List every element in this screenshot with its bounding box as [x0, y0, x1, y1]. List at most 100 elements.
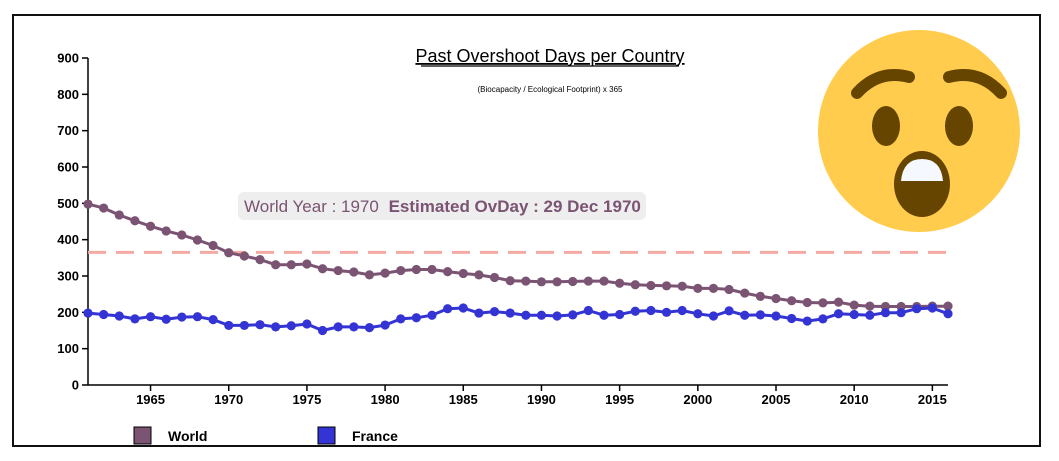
data-point-world[interactable] [411, 264, 421, 275]
data-point-france[interactable] [615, 309, 625, 320]
data-point-france[interactable] [536, 310, 547, 320]
data-point-france[interactable] [99, 309, 109, 320]
data-point-france[interactable] [583, 305, 593, 316]
data-point-world[interactable] [740, 288, 750, 298]
data-point-france[interactable] [380, 320, 390, 330]
data-point-france[interactable] [489, 307, 500, 317]
data-point-world[interactable] [833, 297, 844, 307]
data-point-world[interactable] [865, 301, 875, 311]
data-point-france[interactable] [83, 308, 93, 318]
data-point-france[interactable] [740, 310, 750, 320]
data-point-world[interactable] [114, 210, 124, 220]
data-point-france[interactable] [755, 310, 765, 320]
data-point-france[interactable] [271, 322, 281, 332]
data-point-france[interactable] [693, 309, 703, 319]
data-point-france[interactable] [411, 313, 421, 323]
data-point-france[interactable] [865, 310, 875, 320]
data-point-france[interactable] [192, 312, 203, 322]
data-point-france[interactable] [896, 308, 906, 318]
data-point-world[interactable] [615, 278, 625, 288]
data-point-france[interactable] [177, 312, 187, 322]
data-point-france[interactable] [943, 309, 953, 319]
data-point-france[interactable] [677, 305, 687, 316]
legend-item-world[interactable]: World [133, 426, 207, 445]
data-point-france[interactable] [130, 314, 140, 324]
data-point-world[interactable] [130, 216, 140, 226]
data-point-world[interactable] [349, 267, 359, 277]
data-point-france[interactable] [505, 308, 515, 318]
data-point-france[interactable] [396, 314, 406, 324]
data-point-world[interactable] [443, 267, 453, 277]
data-point-world[interactable] [818, 298, 828, 308]
data-point-france[interactable] [208, 315, 218, 325]
data-point-france[interactable] [255, 320, 265, 330]
data-point-world[interactable] [521, 276, 531, 286]
data-point-france[interactable] [599, 310, 609, 320]
data-point-world[interactable] [380, 268, 390, 278]
data-point-world[interactable] [489, 272, 500, 283]
data-point-world[interactable] [83, 199, 93, 209]
data-point-world[interactable] [333, 265, 343, 276]
data-point-world[interactable] [536, 277, 547, 287]
data-point-france[interactable] [646, 305, 656, 316]
data-point-world[interactable] [474, 270, 484, 280]
data-point-france[interactable] [317, 325, 328, 336]
annotation-label[interactable]: World Year : 1970 Estimated OvDay : 29 D… [238, 192, 646, 220]
data-point-world[interactable] [271, 260, 281, 270]
data-point-world[interactable] [364, 270, 375, 280]
data-point-world[interactable] [317, 264, 328, 274]
data-point-world[interactable] [599, 276, 609, 286]
data-point-france[interactable] [552, 311, 562, 321]
data-point-world[interactable] [177, 230, 187, 240]
data-point-france[interactable] [568, 310, 578, 320]
data-point-france[interactable] [427, 310, 437, 320]
data-point-france[interactable] [161, 314, 171, 324]
data-point-france[interactable] [833, 309, 844, 319]
data-point-world[interactable] [693, 283, 703, 293]
data-point-france[interactable] [880, 308, 891, 318]
data-point-world[interactable] [192, 235, 203, 245]
data-point-world[interactable] [239, 251, 249, 261]
data-point-france[interactable] [849, 309, 859, 320]
data-point-world[interactable] [771, 293, 781, 304]
data-point-france[interactable] [661, 307, 672, 317]
data-point-world[interactable] [646, 280, 656, 291]
data-point-world[interactable] [661, 281, 672, 291]
data-point-world[interactable] [849, 300, 859, 310]
data-point-world[interactable] [458, 268, 468, 279]
data-point-france[interactable] [630, 306, 640, 316]
data-point-france[interactable] [443, 304, 453, 314]
data-point-france[interactable] [521, 310, 531, 320]
data-point-world[interactable] [427, 264, 437, 275]
data-point-france[interactable] [912, 304, 922, 314]
data-point-france[interactable] [364, 322, 375, 333]
data-point-france[interactable] [239, 320, 249, 331]
data-point-world[interactable] [145, 221, 156, 231]
data-point-world[interactable] [255, 255, 265, 265]
data-point-france[interactable] [818, 314, 828, 324]
data-point-world[interactable] [505, 276, 515, 286]
data-point-world[interactable] [708, 283, 719, 293]
data-point-france[interactable] [927, 303, 937, 313]
data-point-france[interactable] [302, 319, 312, 329]
data-point-world[interactable] [943, 301, 953, 311]
data-point-world[interactable] [302, 259, 312, 269]
data-point-world[interactable] [630, 280, 640, 290]
data-point-world[interactable] [224, 248, 234, 258]
data-point-world[interactable] [286, 260, 296, 270]
data-point-france[interactable] [474, 308, 484, 318]
data-point-world[interactable] [755, 291, 765, 301]
data-point-world[interactable] [396, 265, 406, 276]
data-point-france[interactable] [708, 311, 719, 321]
data-point-world[interactable] [802, 297, 812, 308]
data-point-world[interactable] [677, 281, 687, 291]
data-point-world[interactable] [724, 284, 734, 295]
data-point-france[interactable] [349, 322, 359, 332]
data-point-france[interactable] [724, 306, 734, 316]
data-point-france[interactable] [802, 316, 812, 326]
data-point-france[interactable] [771, 311, 781, 321]
data-point-world[interactable] [161, 226, 171, 236]
data-point-world[interactable] [568, 276, 578, 287]
legend-item-france[interactable]: France [317, 426, 398, 445]
data-point-france[interactable] [333, 322, 343, 332]
